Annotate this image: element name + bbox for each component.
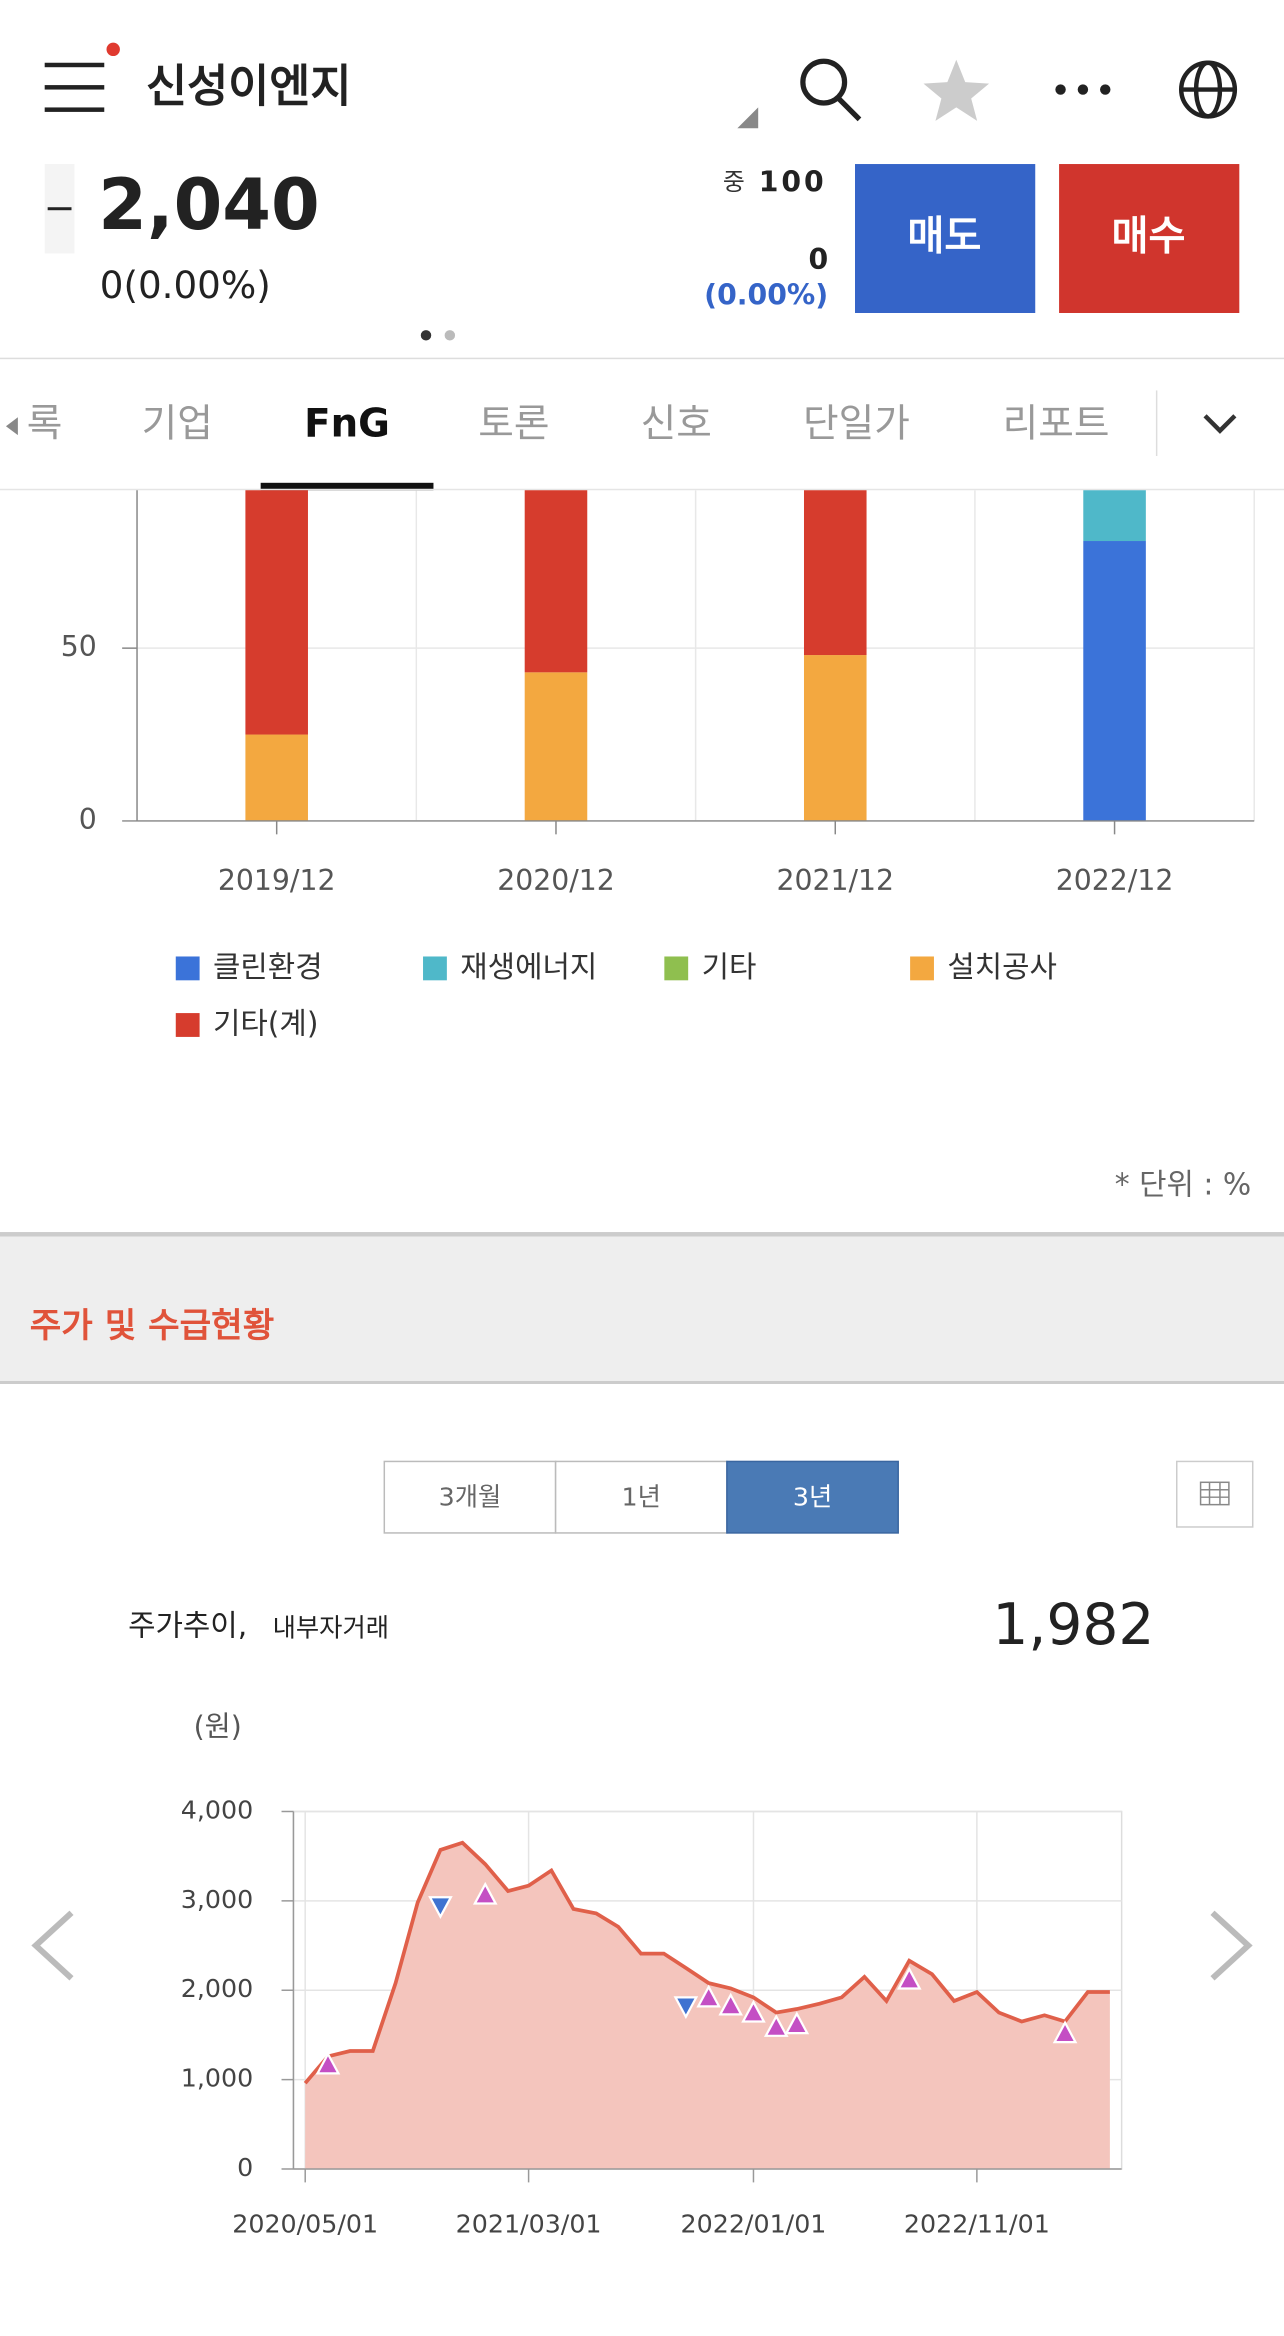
legend-label: 설치공사 [947, 950, 1057, 985]
x-tick-label: 2019/12 [218, 864, 336, 897]
volume: 100 [759, 165, 827, 198]
prev-arrow[interactable] [31, 1910, 74, 1981]
tab[interactable]: 리포트 [1003, 402, 1110, 447]
tab[interactable]: 단일가 [803, 402, 910, 447]
page-dot [420, 330, 432, 341]
y-unit: (원) [194, 1710, 242, 1743]
chart-title: 주가추이, [128, 1608, 247, 1643]
stock-title: 신성이엔지 [146, 61, 352, 113]
insider-buy [784, 2011, 810, 2035]
x-tick-label: 2020/12 [497, 864, 615, 897]
y-tick-label: 50 [61, 630, 97, 663]
price-change: 0(0.00%) [100, 263, 271, 307]
buy-button[interactable] [1059, 164, 1240, 313]
insider-buy [896, 1966, 922, 1990]
x-tick-label: 2022/01/01 [681, 2209, 827, 2239]
legend-label: 재생에너지 [460, 950, 597, 985]
divider [0, 357, 1284, 360]
menu-button[interactable] [44, 62, 105, 112]
x-tick-label: 2022/11/01 [904, 2209, 1050, 2239]
notification-dot [106, 42, 120, 57]
tab[interactable]: 기업 [142, 402, 213, 447]
insider-buy [696, 1984, 721, 2008]
insider-buy [718, 1992, 743, 2016]
tab-expand[interactable] [1203, 414, 1237, 434]
corner-mark [737, 107, 759, 129]
no-change-mark [47, 207, 72, 211]
tab[interactable]: 토론 [478, 402, 549, 447]
y-tick-label: 2,000 [181, 1973, 253, 2003]
section-header [0, 1236, 1284, 1383]
x-tick-label: 2021/03/01 [456, 2209, 602, 2239]
diff-percent: (0.00%) [704, 279, 828, 312]
diff: 0 [808, 243, 828, 276]
tab-separator [1155, 390, 1158, 456]
legend-swatch [175, 956, 200, 981]
bar-segment [524, 672, 588, 821]
legend-swatch [910, 956, 934, 981]
price-line [303, 1840, 1110, 2085]
x-tick-label: 2021/12 [776, 864, 894, 897]
table-icon[interactable] [1176, 1460, 1254, 1528]
y-tick-label: 4,000 [181, 1794, 253, 1824]
more-icon[interactable] [1055, 84, 1111, 95]
legend-label: 기타 [702, 950, 757, 985]
bar-segment [1083, 541, 1146, 821]
x-tick-label: 2022/12 [1056, 864, 1174, 897]
legend-swatch [423, 956, 447, 981]
legend-label: 기타(계) [213, 1007, 318, 1042]
tab[interactable]: FnG [304, 402, 390, 447]
bar-segment [524, 490, 588, 673]
divider [0, 488, 1284, 491]
insider-buy [763, 2014, 789, 2037]
bar-segment [803, 655, 867, 821]
bar-segment [245, 734, 308, 821]
page-dot [444, 330, 456, 341]
insider-buy [472, 1881, 498, 1905]
scroll-left [5, 417, 18, 436]
tab-underline [260, 482, 434, 491]
tab[interactable]: 록 [27, 402, 63, 447]
insider-buy [315, 2051, 341, 2075]
bar-segment [245, 490, 308, 735]
next-arrow[interactable] [1210, 1910, 1253, 1981]
y-tick-label: 1,000 [181, 2063, 253, 2093]
insider-sell [428, 1896, 453, 1920]
section-shadow [0, 1232, 1284, 1237]
favorite-icon[interactable] [923, 59, 990, 121]
legend-swatch [175, 1013, 200, 1037]
current-value: 1,982 [992, 1592, 1154, 1658]
chart-subtitle: 내부자거래 [273, 1613, 389, 1643]
tab[interactable]: 신호 [641, 402, 712, 447]
bar-segment [803, 490, 867, 656]
section-title: 주가 및 수급현황 [30, 1306, 274, 1346]
legend-swatch [664, 956, 689, 981]
bar-segment [1083, 490, 1146, 542]
legend-label: 클린환경 [213, 950, 323, 985]
buy-label: 매수 [1111, 214, 1185, 260]
period-button[interactable] [726, 1460, 899, 1534]
unit-note: * 단위 : % [1115, 1167, 1251, 1202]
y-tick-label: 0 [237, 2152, 253, 2182]
insider-buy [741, 1999, 766, 2023]
section-border [0, 1381, 1284, 1384]
search-icon[interactable] [800, 58, 862, 122]
period-label: 3개월 [439, 1482, 502, 1512]
period-label: 1년 [622, 1482, 661, 1512]
volume-label: 중 [723, 168, 745, 196]
sell-button[interactable] [855, 164, 1036, 313]
x-tick-label: 2020/05/01 [232, 2209, 378, 2239]
insider-sell [673, 1996, 699, 2020]
globe-icon[interactable] [1178, 60, 1238, 119]
y-tick-label: 0 [79, 803, 97, 836]
y-tick-label: 3,000 [181, 1884, 253, 1914]
period-label: 3년 [793, 1482, 832, 1512]
insider-buy [1052, 2020, 1078, 2044]
price: 2,040 [98, 164, 319, 246]
sell-label: 매도 [907, 214, 981, 260]
